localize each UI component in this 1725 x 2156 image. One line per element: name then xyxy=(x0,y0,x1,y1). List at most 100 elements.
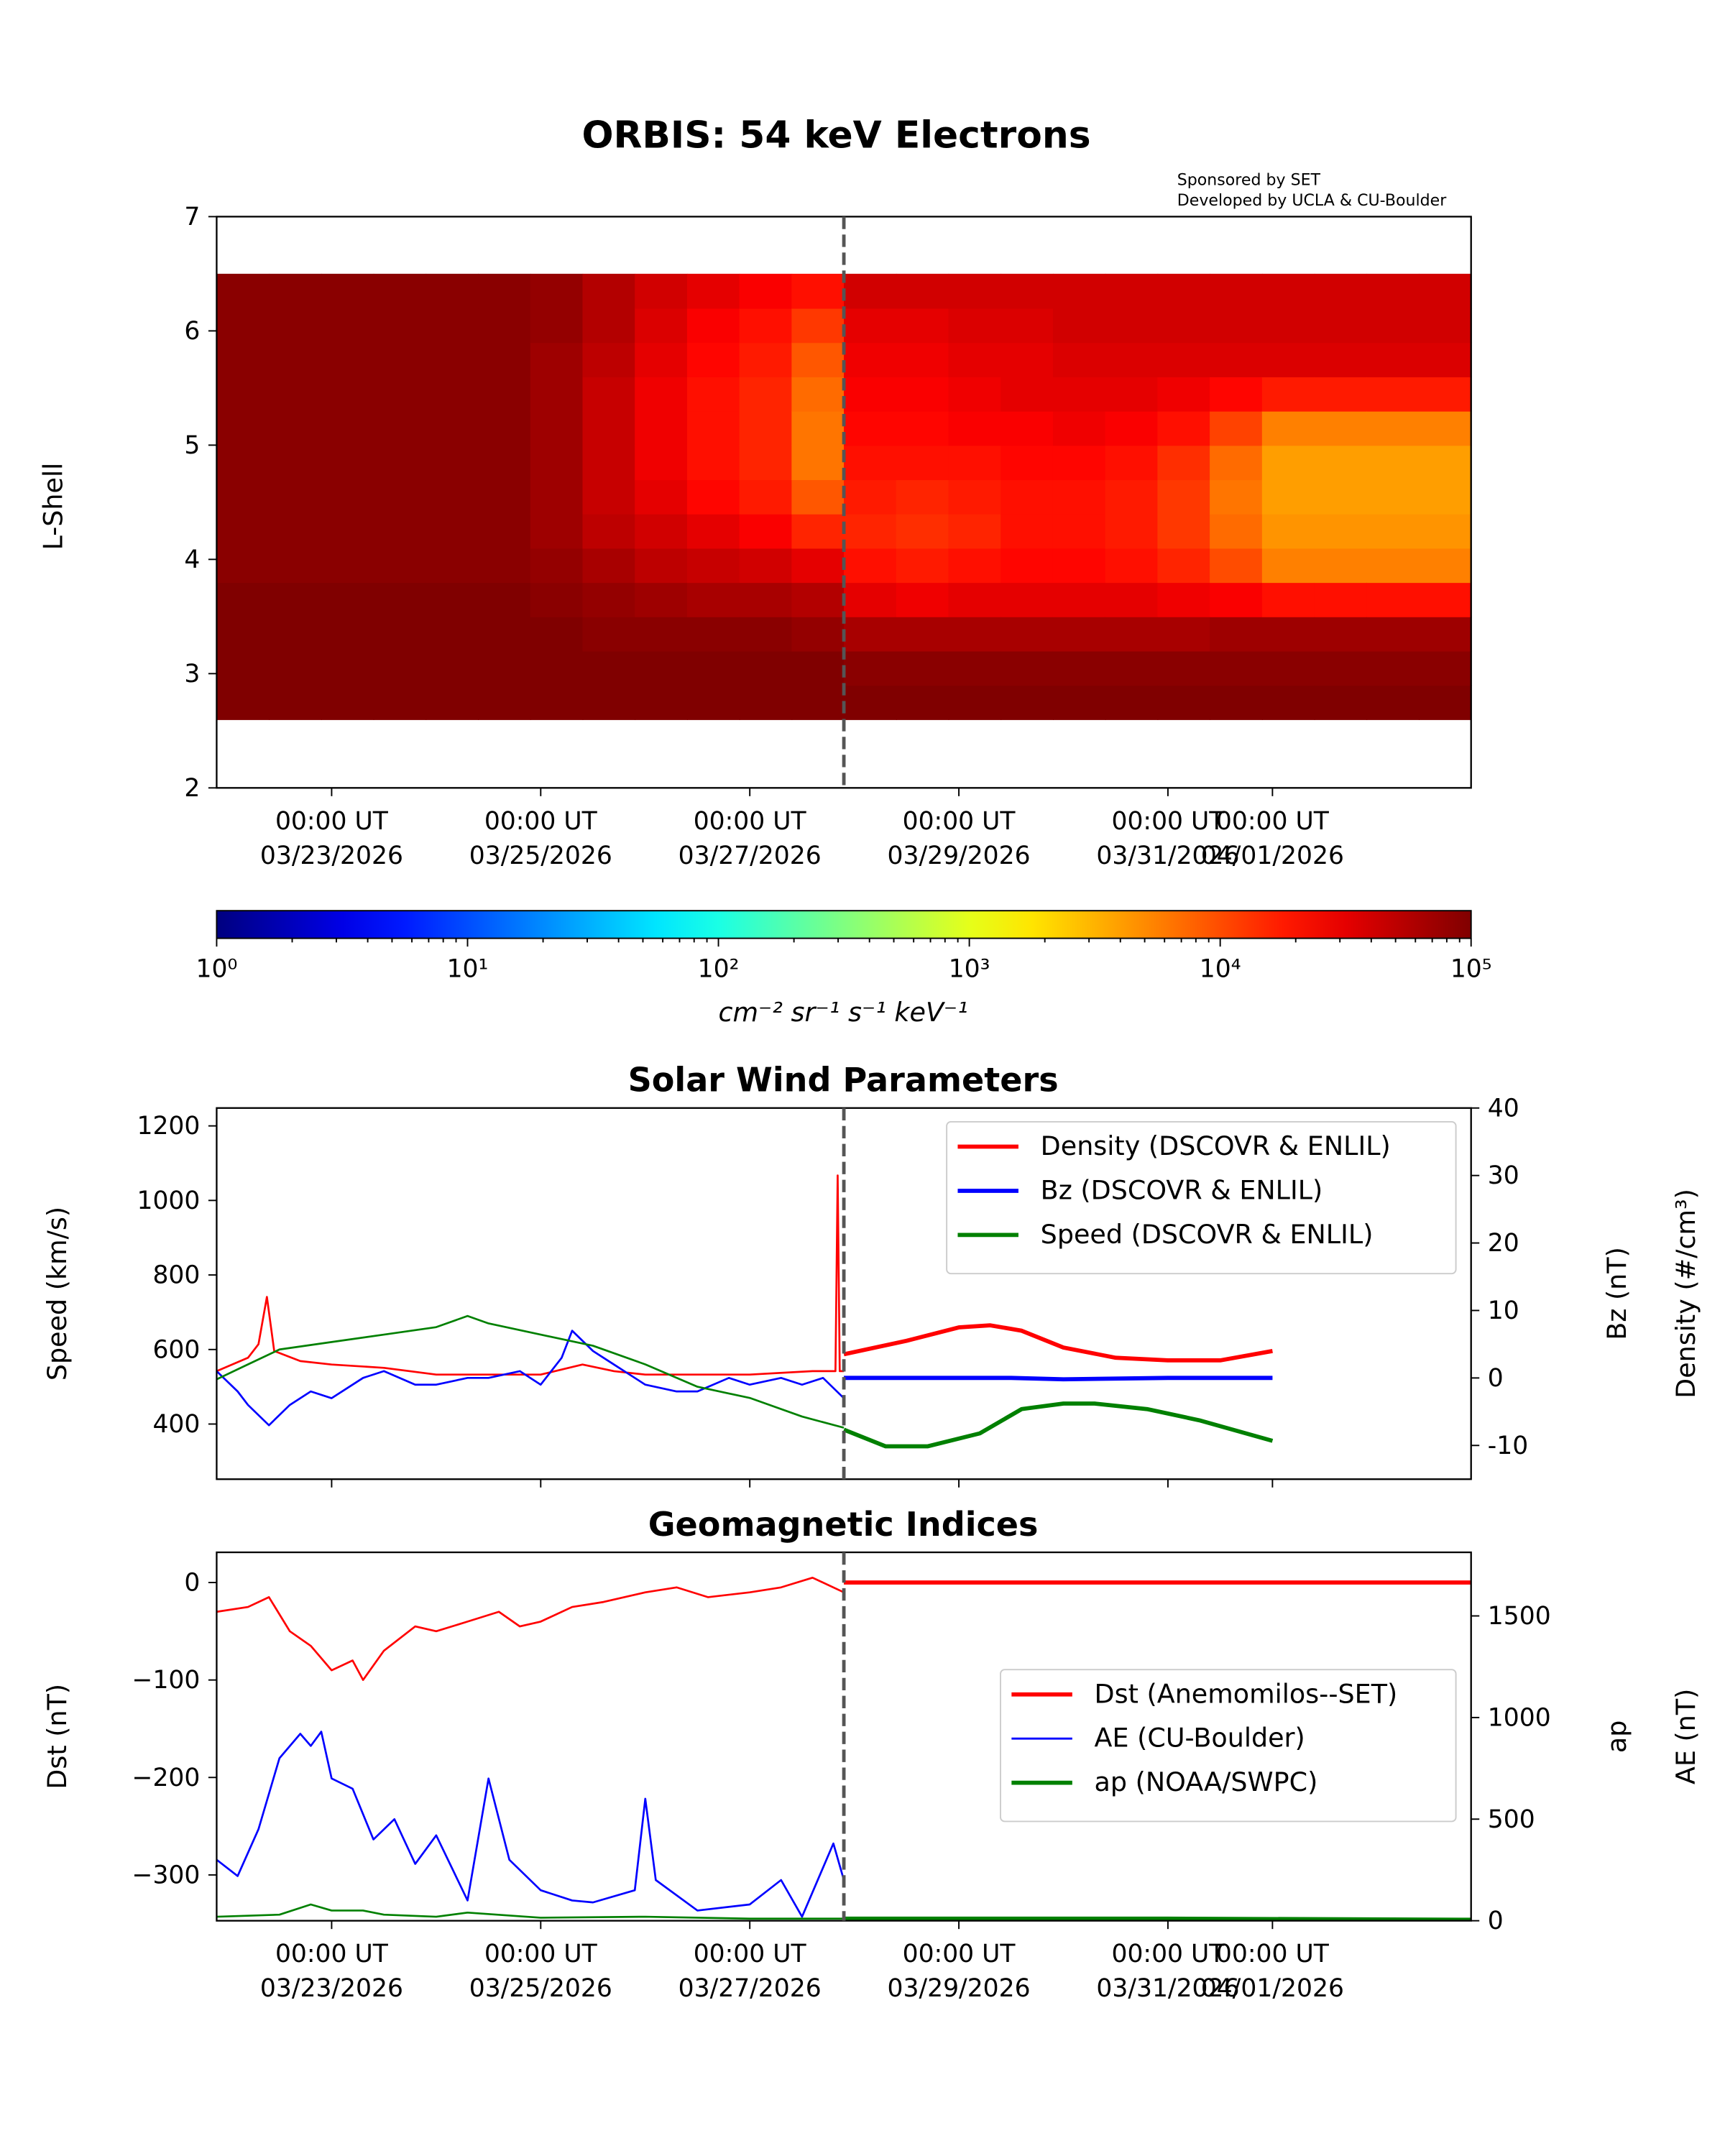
heatmap-cell xyxy=(1052,548,1106,584)
heatmap-cell xyxy=(1000,650,1054,686)
colorbar-tick-label: 10⁰ xyxy=(196,954,238,983)
heatmap-cell xyxy=(1419,410,1472,446)
heatmap-cell xyxy=(216,342,270,377)
heatmap-cell xyxy=(1157,342,1211,377)
heatmap-cell xyxy=(1210,308,1263,344)
colorbar-bar xyxy=(216,910,1472,939)
heatmap-cell xyxy=(948,582,1002,617)
heatmap-cell xyxy=(896,377,949,412)
heatmap-cell xyxy=(1366,616,1420,652)
heatmap-cell xyxy=(1419,273,1472,309)
heatmap-cell xyxy=(844,377,897,412)
heatmap-cell xyxy=(426,410,479,446)
y-left-tick-label: 400 xyxy=(152,1410,200,1439)
heatmap-cell xyxy=(844,616,897,652)
heatmap-cell xyxy=(321,342,374,377)
heatmap-cell xyxy=(1314,342,1368,377)
heatmap-cell xyxy=(530,308,584,344)
heatmap-cell xyxy=(216,445,270,481)
heatmap-cell xyxy=(478,342,531,377)
heatmap-cell xyxy=(1366,273,1420,309)
heatmap-cell xyxy=(216,308,270,344)
heatmap-cell xyxy=(373,650,427,686)
heatmap-cell xyxy=(269,548,322,584)
heatmap-cell xyxy=(269,685,322,720)
heatmap-cell xyxy=(1000,685,1054,720)
heatmap-cell xyxy=(1210,273,1263,309)
heatmap-cell xyxy=(1210,616,1263,652)
x-tick-label-time: 00:00 UT xyxy=(694,807,807,836)
heatmap-cell xyxy=(269,308,322,344)
heatmap-cell xyxy=(948,513,1002,549)
heatmap-cell xyxy=(1052,479,1106,515)
legend-label: Speed (DSCOVR & ENLIL) xyxy=(1041,1219,1374,1250)
y-right-label-1: Bz (nT) xyxy=(1601,1247,1632,1340)
colorbar-tick-label: 10³ xyxy=(949,954,990,983)
heatmap-cell xyxy=(635,377,688,412)
x-tick-label-date: 03/29/2026 xyxy=(888,1974,1031,2003)
heatmap-cell xyxy=(1052,513,1106,549)
heatmap-cell xyxy=(739,616,793,652)
y-right-tick-label: 40 xyxy=(1488,1094,1519,1123)
heatmap-cell xyxy=(269,582,322,617)
y-tick-label: 6 xyxy=(184,317,200,346)
heatmap-cell xyxy=(321,685,374,720)
heatmap-cell xyxy=(686,342,740,377)
heatmap-cell xyxy=(582,445,636,481)
heatmap-cell xyxy=(896,342,949,377)
heatmap-cell xyxy=(478,548,531,584)
heatmap-cell xyxy=(1366,410,1420,446)
x-tick-label-time: 00:00 UT xyxy=(1111,807,1225,836)
heatmap-cell xyxy=(1052,342,1106,377)
heatmap-cell xyxy=(1157,548,1211,584)
legend: Density (DSCOVR & ENLIL) Bz (DSCOVR & ENL… xyxy=(946,1121,1457,1275)
heatmap-cell xyxy=(686,410,740,446)
x-tick-label-date: 03/31/2026 xyxy=(1096,842,1239,870)
heatmap-cell xyxy=(269,273,322,309)
x-tick-label-date: 03/25/2026 xyxy=(469,1974,612,2003)
heatmap-cell xyxy=(1210,410,1263,446)
heatmap-cell xyxy=(896,582,949,617)
heatmap-cell xyxy=(791,616,845,652)
heatmap-cell xyxy=(1052,445,1106,481)
heatmap-cell xyxy=(1157,582,1211,617)
heatmap-cell xyxy=(1157,377,1211,412)
heatmap-cell xyxy=(321,582,374,617)
heatmap-cell xyxy=(791,513,845,549)
heatmap-cell xyxy=(1419,377,1472,412)
heatmap-cell xyxy=(1000,273,1054,309)
y-tick-label: 7 xyxy=(184,203,200,231)
series-1-forecast-line xyxy=(844,1376,1273,1382)
heatmap-cell xyxy=(1000,445,1054,481)
heatmap-cell xyxy=(1000,582,1054,617)
series-0-observed-line xyxy=(216,1576,845,1681)
heatmap-cell xyxy=(1261,582,1315,617)
heatmap-cell xyxy=(1366,308,1420,344)
heatmap-cell xyxy=(426,513,479,549)
heatmap-cell xyxy=(530,445,584,481)
heatmap-cell xyxy=(216,582,270,617)
heatmap-cell xyxy=(478,479,531,515)
heatmap-cell xyxy=(1261,445,1315,481)
heatmap-cell xyxy=(1261,616,1315,652)
heatmap-cell xyxy=(791,479,845,515)
heatmap-cell xyxy=(1314,616,1368,652)
heatmap-cell xyxy=(426,616,479,652)
heatmap-cell xyxy=(739,342,793,377)
panel-title: Solar Wind Parameters xyxy=(628,1061,1059,1100)
heatmap-cell xyxy=(373,445,427,481)
y-tick-label: 2 xyxy=(184,774,200,803)
heatmap-cell xyxy=(1105,582,1159,617)
heatmap-cell xyxy=(686,650,740,686)
heatmap-cell xyxy=(1366,650,1420,686)
heatmap-cell xyxy=(426,479,479,515)
heatmap-cell xyxy=(321,273,374,309)
heatmap-cell xyxy=(478,685,531,720)
heatmap-cell xyxy=(635,308,688,344)
heatmap-cell xyxy=(530,342,584,377)
heatmap-cell xyxy=(1052,410,1106,446)
series-2-observed-line xyxy=(216,1903,845,1920)
heatmap-cell xyxy=(1157,650,1211,686)
heatmap-cell xyxy=(478,273,531,309)
